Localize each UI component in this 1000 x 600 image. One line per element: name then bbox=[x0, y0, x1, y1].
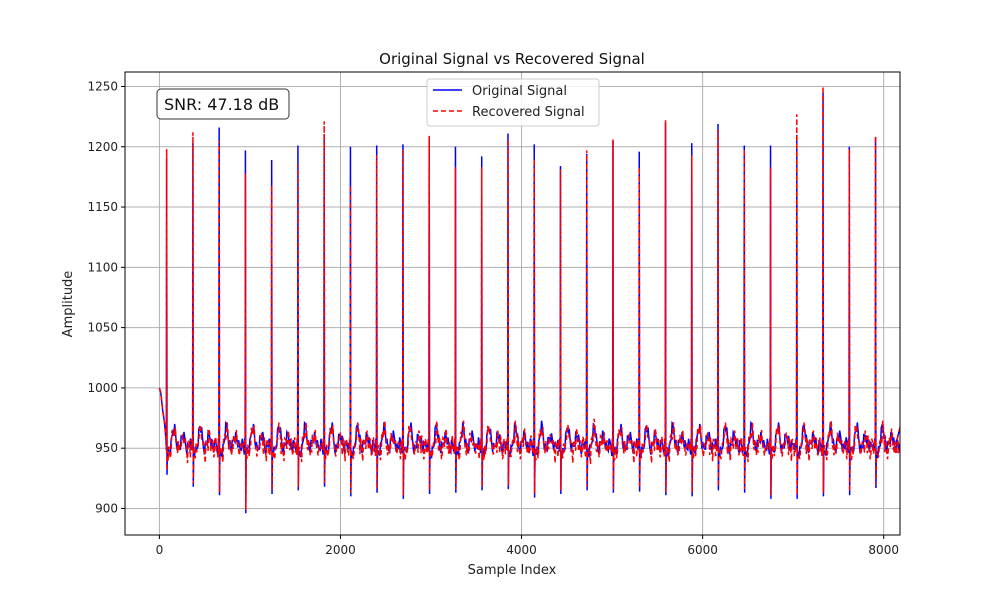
x-tick-label: 0 bbox=[156, 543, 164, 557]
y-tick-label: 1200 bbox=[87, 140, 118, 154]
plot-frame bbox=[124, 71, 901, 536]
series-layer bbox=[158, 86, 900, 514]
recovered-signal-line bbox=[158, 86, 900, 510]
y-tick-label: 1250 bbox=[87, 79, 118, 93]
y-tick-label: 1050 bbox=[87, 321, 118, 335]
y-tick-label: 1000 bbox=[87, 381, 118, 395]
x-tick-label: 8000 bbox=[868, 543, 899, 557]
x-tick-label: 2000 bbox=[325, 543, 356, 557]
tick-layer: 0 2000 4000 6000 8000 900 950 1000 1050 1100 1150 1… bbox=[87, 79, 899, 557]
legend-frame bbox=[426, 78, 600, 127]
snr-text: SNR: 47.18 dB bbox=[164, 95, 279, 114]
chart-title: Original Signal vs Recovered Signal bbox=[379, 50, 645, 68]
plot-area bbox=[125, 72, 900, 535]
legend-original-label: Original Signal bbox=[472, 84, 567, 99]
y-tick-label: 950 bbox=[95, 441, 118, 455]
y-tick-label: 1100 bbox=[87, 260, 118, 274]
original-signal-line bbox=[158, 92, 900, 514]
snr-annotation: SNR: 47.18 dB bbox=[156, 88, 290, 120]
x-tick-label: 6000 bbox=[687, 543, 718, 557]
x-axis-label: Sample Index bbox=[468, 563, 557, 578]
legend: Original Signal Recovered Signal bbox=[426, 78, 600, 127]
y-axis-label: Amplitude bbox=[61, 271, 76, 338]
x-tick-label: 4000 bbox=[506, 543, 537, 557]
y-tick-label: 1150 bbox=[87, 200, 118, 214]
snr-box bbox=[156, 88, 290, 120]
legend-recovered-label: Recovered Signal bbox=[472, 105, 585, 120]
y-tick-label: 900 bbox=[95, 501, 118, 515]
